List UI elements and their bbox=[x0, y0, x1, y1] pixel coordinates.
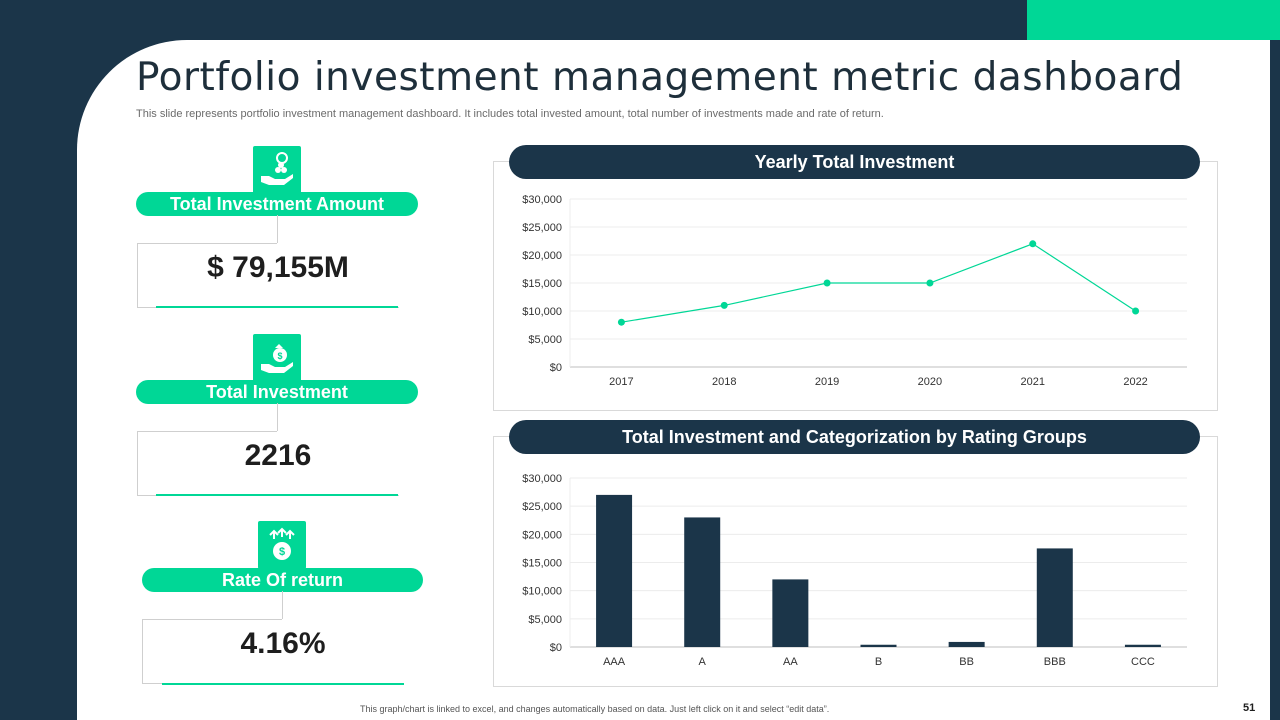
y-tick-label: $0 bbox=[550, 362, 562, 374]
bar bbox=[860, 644, 897, 647]
y-tick-label: $25,000 bbox=[522, 501, 562, 513]
connector-line bbox=[277, 403, 278, 431]
y-tick-label: $10,000 bbox=[522, 586, 562, 598]
y-tick-label: $20,000 bbox=[522, 529, 562, 541]
kpi-value-total-investment: 2216 bbox=[244, 439, 312, 472]
bar bbox=[772, 579, 809, 647]
y-tick-label: $5,000 bbox=[528, 334, 562, 346]
y-tick-label: $5,000 bbox=[528, 614, 562, 626]
kpi-box-total-investment-amount: $ 79,155M bbox=[137, 215, 399, 308]
bar-chart-frame: $0 $5,000 $10,000 $15,000 $20,000 $25,000 $30,… bbox=[493, 436, 1218, 687]
line-chart: $0 $5,000 $10,000 $15,000 $20,000 $25,000 $30,… bbox=[522, 194, 1187, 388]
x-tick-label: 2018 bbox=[712, 376, 736, 388]
data-point bbox=[720, 301, 728, 309]
data-point bbox=[617, 318, 625, 326]
money-bag-hand-icon: $ bbox=[253, 334, 301, 382]
y-tick-label: $30,000 bbox=[522, 473, 562, 485]
page-number: 51 bbox=[1243, 702, 1256, 714]
svg-text:$: $ bbox=[279, 546, 285, 558]
bar bbox=[1124, 644, 1161, 647]
kpi-label-total-investment-amount: Total Investment Amount bbox=[136, 192, 418, 216]
x-tick-label: 2022 bbox=[1123, 376, 1147, 388]
y-tick-label: $0 bbox=[550, 642, 562, 654]
kpi-underline bbox=[156, 306, 398, 308]
bar bbox=[684, 517, 721, 647]
connector-line bbox=[277, 215, 278, 243]
x-tick-label: A bbox=[699, 656, 707, 668]
y-tick-label: $15,000 bbox=[522, 278, 562, 290]
bar bbox=[948, 641, 985, 647]
y-tick-label: $10,000 bbox=[522, 306, 562, 318]
y-tick-label: $25,000 bbox=[522, 222, 562, 234]
data-point bbox=[823, 279, 831, 287]
accent-block bbox=[1027, 0, 1280, 40]
y-tick-label: $30,000 bbox=[522, 194, 562, 206]
x-tick-label: BB bbox=[959, 656, 974, 668]
x-tick-label: B bbox=[875, 656, 882, 668]
kpi-label-total-investment: Total Investment bbox=[136, 380, 418, 404]
x-tick-label: BBB bbox=[1044, 656, 1066, 668]
dollar-growth-icon: $ bbox=[258, 521, 306, 569]
bar bbox=[596, 494, 633, 647]
data-point bbox=[1132, 307, 1140, 315]
bar-chart: $0 $5,000 $10,000 $15,000 $20,000 $25,000 $30,… bbox=[522, 473, 1187, 668]
svg-text:$: $ bbox=[277, 351, 282, 361]
kpi-box-total-investment: 2216 bbox=[137, 403, 399, 496]
bar bbox=[1036, 548, 1073, 647]
connector-line bbox=[138, 431, 277, 432]
page-title: Portfolio investment management metric d… bbox=[136, 55, 1184, 100]
data-point bbox=[926, 279, 934, 287]
x-tick-label: 2020 bbox=[918, 376, 942, 388]
x-tick-label: 2021 bbox=[1021, 376, 1045, 388]
kpi-box-rate-of-return: 4.16% bbox=[142, 591, 404, 684]
connector-line bbox=[143, 619, 282, 620]
line-chart-frame: $0 $5,000 $10,000 $15,000 $20,000 $25,000 $30,… bbox=[493, 161, 1218, 411]
kpi-value-total-investment-amount: $ 79,155M bbox=[207, 251, 349, 284]
series-line bbox=[621, 243, 1136, 323]
x-tick-label: AAA bbox=[603, 656, 626, 668]
connector-line bbox=[282, 591, 283, 619]
footer-note: This graph/chart is linked to excel, and… bbox=[360, 704, 830, 714]
x-tick-label: 2017 bbox=[609, 376, 633, 388]
page-subtitle: This slide represents portfolio investme… bbox=[136, 108, 884, 120]
y-tick-label: $20,000 bbox=[522, 250, 562, 262]
x-tick-label: 2019 bbox=[815, 376, 839, 388]
data-point bbox=[1029, 240, 1037, 248]
kpi-label-rate-of-return: Rate Of return bbox=[142, 568, 423, 592]
kpi-underline bbox=[162, 683, 404, 685]
kpi-underline bbox=[156, 494, 398, 496]
y-tick-label: $15,000 bbox=[522, 558, 562, 570]
money-hand-icon bbox=[253, 146, 301, 194]
connector-line bbox=[138, 243, 277, 244]
line-chart-title: Yearly Total Investment bbox=[509, 145, 1200, 179]
x-tick-label: AA bbox=[783, 656, 798, 668]
x-tick-label: CCC bbox=[1131, 656, 1155, 668]
kpi-value-rate-of-return: 4.16% bbox=[240, 627, 326, 660]
bar-chart-title: Total Investment and Categorization by R… bbox=[509, 420, 1200, 454]
